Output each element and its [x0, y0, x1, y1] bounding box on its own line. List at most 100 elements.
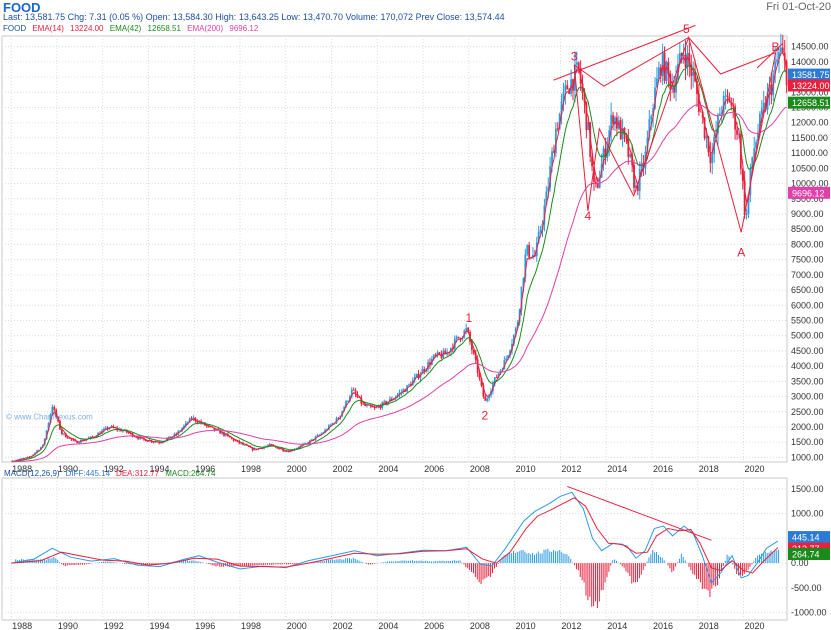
candle-body	[585, 101, 588, 130]
legend-ema200: EMA(200)	[187, 24, 224, 33]
candle-body	[711, 154, 714, 164]
price-y-tick: 10500.00	[791, 163, 829, 173]
candle-body	[547, 187, 550, 192]
candle-body	[690, 64, 693, 76]
macd-value-label: 445.14	[792, 533, 820, 543]
wave-label: A	[737, 246, 745, 260]
macd-y-tick: 0.00	[791, 558, 809, 568]
candle-body	[602, 148, 605, 165]
candle-body	[516, 322, 519, 329]
candle-body	[122, 430, 124, 432]
candle-body	[280, 448, 283, 450]
prev-close-value: 13,574.44	[464, 12, 505, 22]
indicator-legend: FOOD EMA(14) 13224.00 EMA(42) 12658.51 E…	[3, 24, 262, 33]
candle-body	[514, 328, 517, 335]
candle-body	[699, 111, 702, 113]
candle-body	[459, 337, 462, 340]
candle-body	[493, 377, 496, 384]
legend-ema14-value: 13224.00	[70, 24, 104, 33]
price-y-tick: 8500.00	[791, 224, 824, 234]
candle-body	[434, 354, 437, 356]
candle-body	[480, 378, 483, 386]
price-y-tick: 7500.00	[791, 255, 824, 265]
candle-body	[390, 398, 393, 401]
x-tick-label: 1996	[195, 464, 215, 474]
macd-x-tick-label: 1990	[58, 621, 78, 630]
macd-x-tick-label: 2010	[516, 621, 536, 630]
candle-body	[549, 166, 552, 188]
ema-lines	[12, 52, 788, 463]
candle-body	[558, 113, 561, 130]
candle-body	[99, 432, 101, 434]
diff-line	[11, 491, 779, 584]
open-value: 13,584.30	[172, 12, 213, 22]
wave-label: 3	[571, 49, 578, 63]
candle-body	[776, 59, 778, 62]
price-value-label-box	[788, 96, 830, 109]
candle-body	[768, 84, 771, 92]
candle-body	[354, 390, 357, 395]
price-y-tick: 8000.00	[791, 239, 824, 249]
candle-body	[774, 61, 777, 75]
candle-body	[497, 373, 500, 378]
candle-body	[598, 177, 601, 188]
candle-body	[347, 400, 349, 402]
x-tick-label: 2000	[287, 464, 307, 474]
candle-body	[627, 138, 630, 157]
candle-body	[770, 84, 773, 96]
x-tick-label: 2002	[333, 464, 353, 474]
candle-body	[68, 438, 71, 439]
price-y-tick: 10000.00	[791, 179, 829, 189]
candle-body	[194, 417, 197, 422]
candle-body	[316, 435, 319, 437]
wave-label: B	[772, 40, 780, 54]
candle-body	[759, 113, 761, 134]
wave-line	[573, 35, 777, 233]
macd-x-tick-label: 2006	[424, 621, 444, 630]
candle-body	[665, 61, 668, 81]
price-panel-border	[1, 35, 788, 463]
candle-body	[495, 377, 498, 379]
candle-body	[205, 425, 208, 427]
candle-body	[736, 129, 738, 135]
x-tick-label: 2014	[607, 464, 627, 474]
price-value-label: 9696.12	[792, 188, 825, 198]
candle-body	[724, 95, 727, 97]
candle-body	[673, 87, 675, 93]
candle-body	[718, 113, 721, 115]
candle-body	[682, 54, 685, 57]
candle-body	[36, 450, 38, 453]
candle-body	[652, 108, 655, 117]
price-value-label: 12658.51	[792, 98, 830, 108]
candle-body	[343, 406, 346, 411]
candle-body	[196, 421, 199, 423]
price-grid	[1, 35, 788, 463]
candle-body	[240, 443, 243, 444]
candle-body	[511, 343, 513, 351]
volume-value: 170,072	[380, 12, 414, 22]
candle-body	[106, 427, 109, 430]
candle-body	[249, 446, 252, 448]
symbol-title: FOOD	[3, 0, 41, 15]
candle-body	[539, 229, 542, 232]
candle-body	[661, 52, 664, 76]
x-tick-label: 2018	[699, 464, 719, 474]
value-labels: 13581.7513224.0012658.519696.12445.14312…	[788, 68, 830, 561]
candle-body	[503, 359, 506, 370]
candle-body	[184, 422, 187, 426]
macd-grid	[1, 477, 788, 621]
macd-histogram	[15, 548, 780, 609]
macd-x-tick-label: 2020	[745, 621, 765, 630]
macd-x-tick-label: 2016	[653, 621, 673, 630]
candle-body	[400, 392, 403, 393]
macd-y-tick: -1000.00	[791, 608, 827, 618]
candle-body	[524, 254, 527, 279]
price-y-tick: 13000.00	[791, 87, 829, 97]
candle-body	[635, 185, 637, 188]
candle-body	[697, 93, 700, 112]
ema200-line	[12, 104, 787, 463]
x-tick-label: 1998	[241, 464, 261, 474]
candle-body	[104, 427, 107, 430]
candle-body	[560, 101, 563, 114]
candle-body	[404, 389, 407, 392]
